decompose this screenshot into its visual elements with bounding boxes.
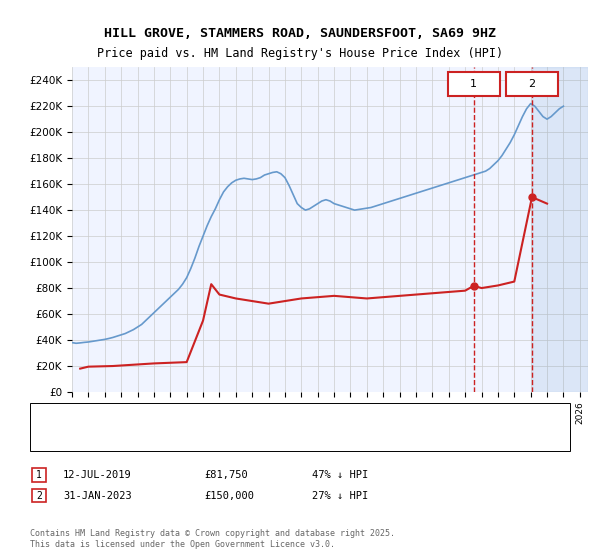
Text: HILL GROVE, STAMMERS ROAD, SAUNDERSFOOT, SA69 9HZ: HILL GROVE, STAMMERS ROAD, SAUNDERSFOOT,… [104,27,496,40]
Text: Contains HM Land Registry data © Crown copyright and database right 2025.
This d: Contains HM Land Registry data © Crown c… [30,529,395,549]
Text: £150,000: £150,000 [204,491,254,501]
Text: £81,750: £81,750 [204,470,248,480]
Text: 2: 2 [529,79,536,89]
Text: 1: 1 [470,79,478,89]
FancyBboxPatch shape [448,72,500,96]
Text: 2: 2 [36,491,42,501]
Text: 1: 1 [36,470,42,480]
Text: Price paid vs. HM Land Registry's House Price Index (HPI): Price paid vs. HM Land Registry's House … [97,46,503,60]
Bar [532,67,588,392]
Text: HILL GROVE, STAMMERS ROAD, SAUNDERSFOOT, SA69 9HZ (semi-detached house): HILL GROVE, STAMMERS ROAD, SAUNDERSFOOT,… [84,412,466,421]
Text: HPI: Average price, semi-detached house, Pembrokeshire: HPI: Average price, semi-detached house,… [84,433,374,442]
FancyBboxPatch shape [506,72,558,96]
Text: 47% ↓ HPI: 47% ↓ HPI [312,470,368,480]
Text: 31-JAN-2023: 31-JAN-2023 [63,491,132,501]
Text: 27% ↓ HPI: 27% ↓ HPI [312,491,368,501]
Text: 12-JUL-2019: 12-JUL-2019 [63,470,132,480]
